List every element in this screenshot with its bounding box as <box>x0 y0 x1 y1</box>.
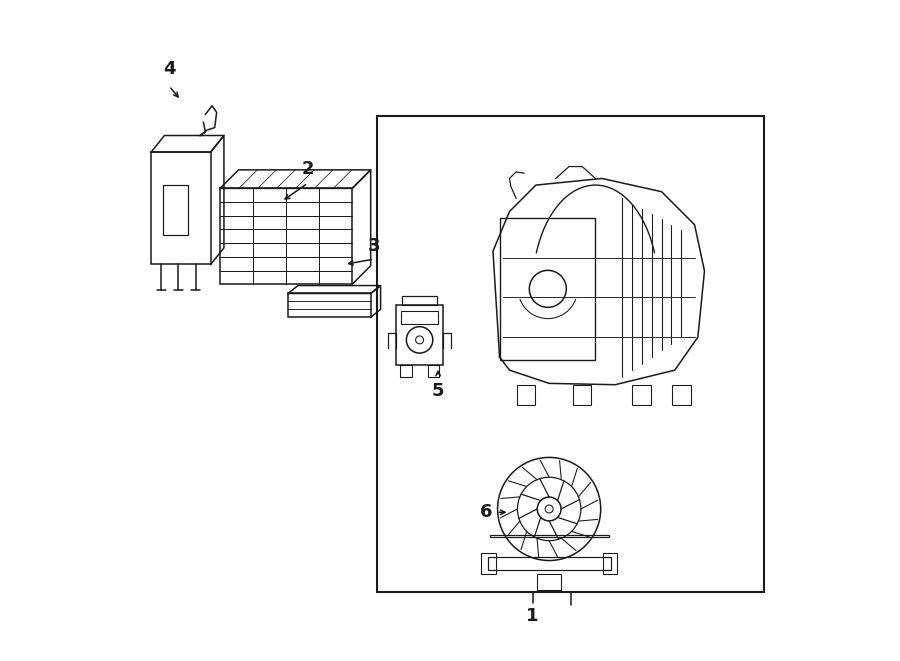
Text: 1: 1 <box>526 607 539 625</box>
Text: 4: 4 <box>163 60 176 79</box>
Bar <box>400 365 411 377</box>
Bar <box>151 152 211 264</box>
Bar <box>573 385 591 405</box>
Bar <box>396 305 444 365</box>
Bar <box>603 553 617 574</box>
Bar <box>288 293 371 317</box>
Text: 6: 6 <box>480 503 492 522</box>
Bar <box>402 296 436 305</box>
Bar <box>220 188 352 284</box>
Bar <box>672 385 690 405</box>
Bar <box>537 574 561 590</box>
Text: 5: 5 <box>432 382 445 401</box>
Bar <box>482 553 496 574</box>
Bar <box>377 116 764 592</box>
Bar <box>488 557 610 570</box>
Bar <box>401 311 438 325</box>
Text: 3: 3 <box>368 237 380 255</box>
Bar <box>490 535 608 537</box>
Text: 2: 2 <box>302 159 314 178</box>
Bar <box>428 365 439 377</box>
Bar <box>633 385 651 405</box>
Bar <box>163 185 188 235</box>
Bar <box>500 218 596 360</box>
Bar <box>517 385 535 405</box>
